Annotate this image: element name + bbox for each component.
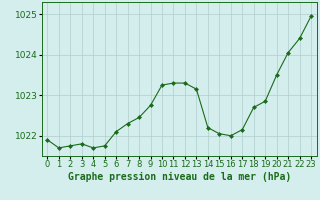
- X-axis label: Graphe pression niveau de la mer (hPa): Graphe pression niveau de la mer (hPa): [68, 172, 291, 182]
